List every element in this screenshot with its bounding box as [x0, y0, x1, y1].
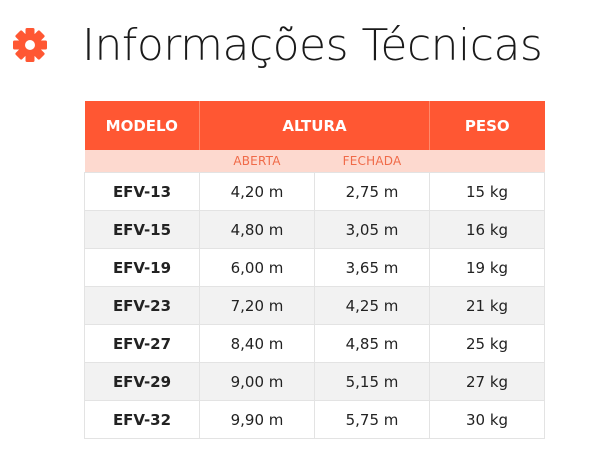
subheader-open: ABERTA [199, 150, 315, 173]
page-heading: Informações Técnicas [12, 10, 543, 80]
gear-icon [12, 27, 48, 63]
cell-height-closed: 5,15 m [313, 362, 431, 401]
cell-model: EFV-13 [84, 172, 200, 211]
cell-model: EFV-32 [84, 400, 200, 439]
cell-height-closed: 2,75 m [313, 172, 431, 211]
cell-height-open: 9,00 m [199, 362, 315, 401]
table-row: EFV-19 6,00 m 3,65 m 19 kg [84, 248, 546, 287]
cell-model: EFV-29 [84, 362, 200, 401]
table-row: EFV-15 4,80 m 3,05 m 16 kg [84, 210, 546, 249]
cell-height-open: 6,00 m [199, 248, 315, 287]
cell-height-open: 4,80 m [199, 210, 315, 249]
cell-weight: 19 kg [429, 248, 546, 287]
table-subheader-row: ABERTA FECHADA [84, 150, 545, 173]
specs-table: MODELO ALTURA PESO ABERTA FECHADA EFV-13… [84, 101, 546, 439]
table-row: EFV-32 9,90 m 5,75 m 30 kg [84, 400, 546, 439]
cell-weight: 15 kg [429, 172, 546, 211]
cell-model: EFV-19 [84, 248, 200, 287]
table-row: EFV-23 7,20 m 4,25 m 21 kg [84, 286, 546, 325]
cell-weight: 27 kg [429, 362, 546, 401]
cell-height-open: 4,20 m [199, 172, 315, 211]
subheader-closed: FECHADA [314, 150, 430, 173]
cell-height-closed: 5,75 m [313, 400, 431, 439]
cell-height-closed: 4,25 m [313, 286, 431, 325]
cell-model: EFV-15 [84, 210, 200, 249]
cell-model: EFV-23 [84, 286, 200, 325]
cell-weight: 16 kg [429, 210, 546, 249]
table-row: EFV-13 4,20 m 2,75 m 15 kg [84, 172, 546, 211]
cell-height-closed: 3,05 m [313, 210, 431, 249]
table-row: EFV-27 8,40 m 4,85 m 25 kg [84, 324, 546, 363]
subheader-empty [429, 150, 545, 173]
cell-height-open: 8,40 m [199, 324, 315, 363]
column-header-weight: PESO [429, 101, 545, 150]
cell-height-open: 7,20 m [199, 286, 315, 325]
cell-weight: 30 kg [429, 400, 546, 439]
cell-weight: 25 kg [429, 324, 546, 363]
column-header-model: MODELO [84, 101, 200, 150]
cell-height-open: 9,90 m [199, 400, 315, 439]
cell-height-closed: 4,85 m [313, 324, 431, 363]
subheader-empty [84, 150, 200, 173]
cell-model: EFV-27 [84, 324, 200, 363]
table-header-row: MODELO ALTURA PESO [84, 101, 545, 150]
cell-height-closed: 3,65 m [313, 248, 431, 287]
column-header-height: ALTURA [199, 101, 431, 150]
page-title: Informações Técnicas [82, 19, 543, 71]
table-row: EFV-29 9,00 m 5,15 m 27 kg [84, 362, 546, 401]
cell-weight: 21 kg [429, 286, 546, 325]
